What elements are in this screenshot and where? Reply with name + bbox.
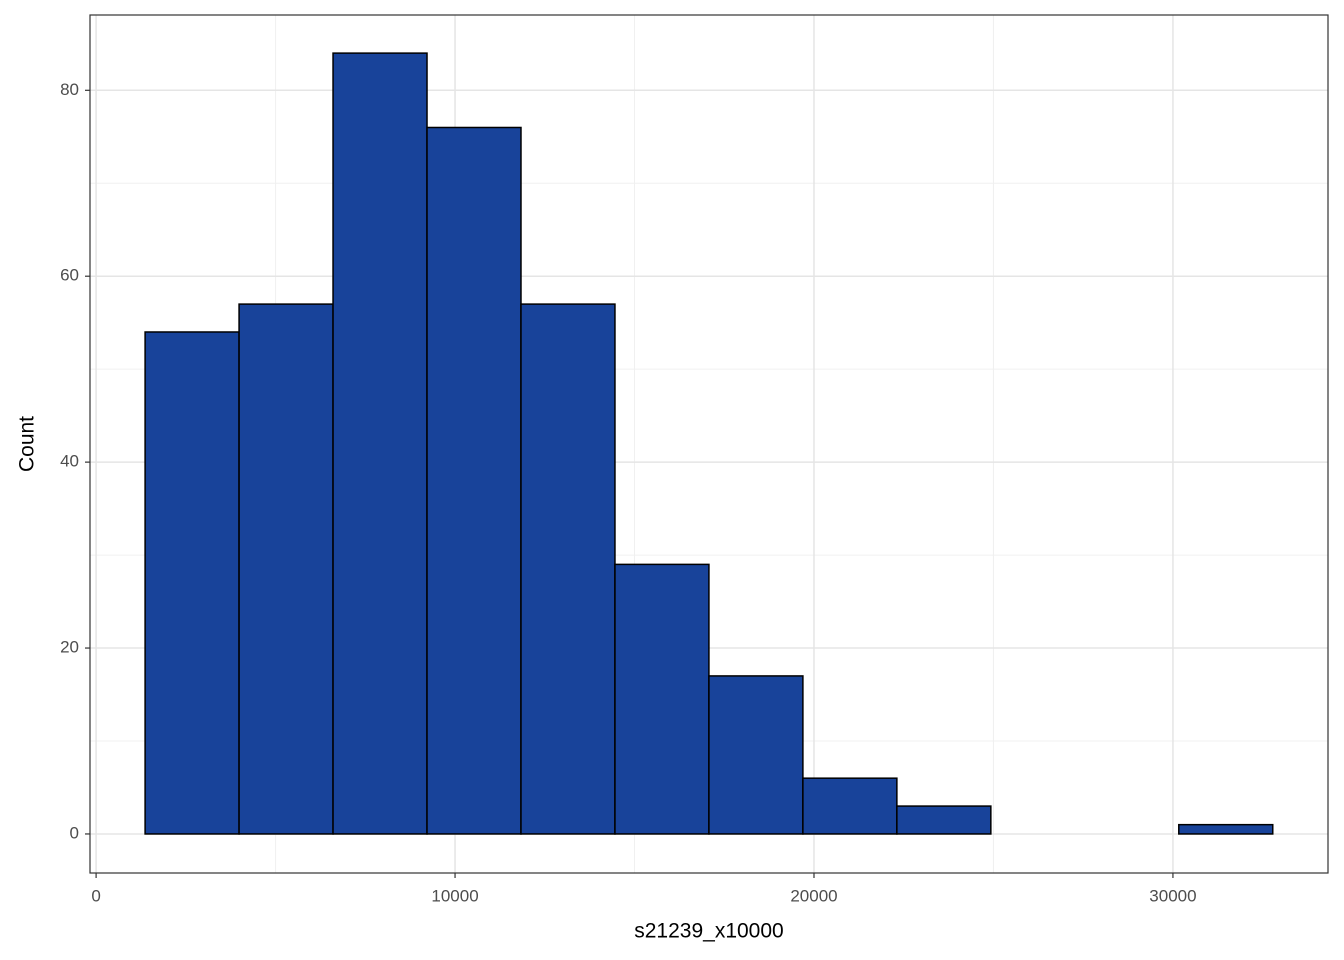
- bar: [1178, 823, 1274, 835]
- bar: [802, 777, 898, 835]
- bar: [238, 303, 334, 835]
- y-tick-label: 80: [60, 80, 79, 99]
- bar: [614, 563, 710, 835]
- x-tick-label: 0: [91, 886, 100, 905]
- x-tick-label: 30000: [1149, 886, 1196, 905]
- y-tick-label: 0: [70, 823, 79, 842]
- panel-border: [89, 14, 1329, 874]
- bar: [520, 303, 616, 835]
- bar: [144, 331, 240, 835]
- x-tick-label: 20000: [790, 886, 837, 905]
- y-tick-label: 60: [60, 266, 79, 285]
- y-tick-label: 40: [60, 452, 79, 471]
- y-axis-title: Count: [16, 416, 39, 472]
- bar: [896, 805, 992, 835]
- bar: [332, 52, 428, 835]
- bar: [708, 675, 804, 835]
- x-tick-label: 10000: [431, 886, 478, 905]
- x-axis-title: s21239_x10000: [634, 920, 783, 943]
- bar: [426, 126, 522, 835]
- y-tick-label: 20: [60, 638, 79, 657]
